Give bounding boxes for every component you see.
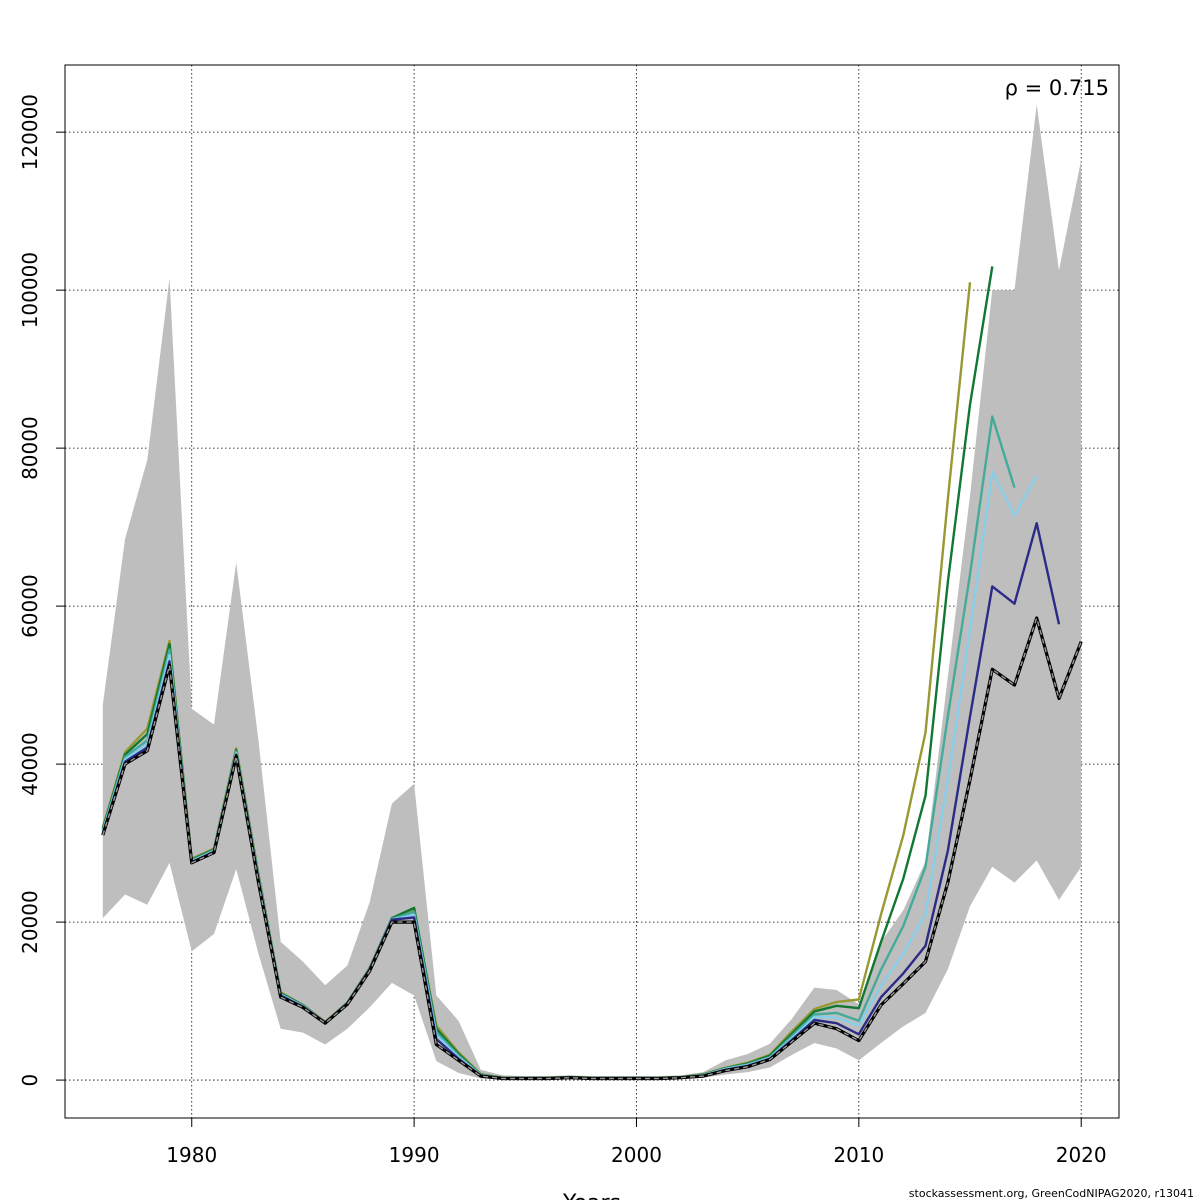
- credit-text: stockassessment.org, GreenCodNIPAG2020, …: [909, 1187, 1194, 1200]
- y-tick-label: 40000: [18, 732, 42, 796]
- x-tick-label: 2020: [1056, 1143, 1107, 1167]
- y-axis: 0 20000 40000 60000 80000 100000 120000: [18, 94, 65, 1086]
- rho-annotation: ρ = 0.715: [1005, 76, 1109, 100]
- x-axis: 1980 1990 2000 2010 2020: [166, 1118, 1107, 1167]
- y-tick-label: 60000: [18, 574, 42, 638]
- y-tick-label: 100000: [18, 252, 42, 328]
- series-lines: [101, 266, 1083, 1081]
- y-tick-label: 0: [18, 1074, 42, 1087]
- x-axis-title: Years: [562, 1191, 621, 1200]
- y-tick-label: 120000: [18, 94, 42, 170]
- y-tick-label: 80000: [18, 416, 42, 480]
- series-line-base: [102, 617, 1082, 1080]
- x-tick-label: 1990: [389, 1143, 440, 1167]
- y-tick-label: 20000: [18, 890, 42, 954]
- x-tick-label: 1980: [166, 1143, 217, 1167]
- plot-frame: [64, 64, 1120, 1119]
- x-tick-label: 2000: [611, 1143, 662, 1167]
- x-tick-label: 2010: [833, 1143, 884, 1167]
